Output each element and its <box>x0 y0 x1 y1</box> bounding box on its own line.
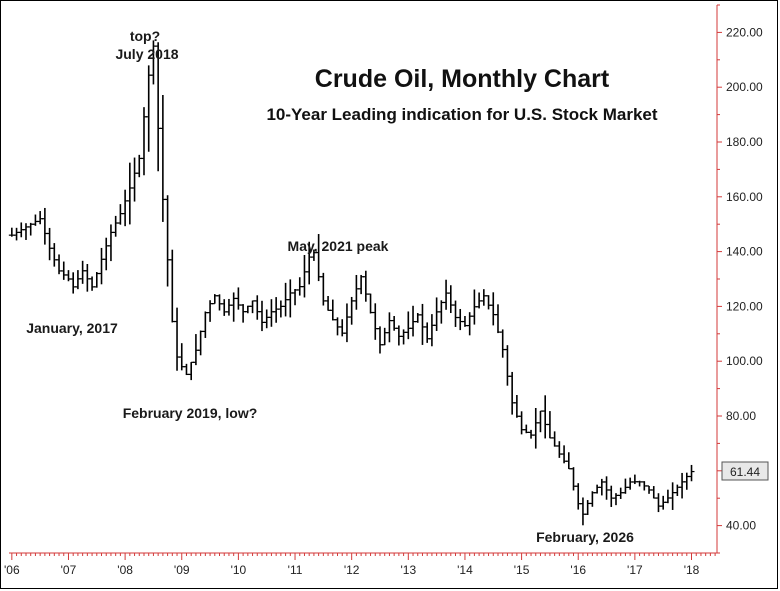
x-tick-label: '11 <box>288 563 303 577</box>
x-tick-label: '06 <box>4 563 20 577</box>
y-tick-label: 160.00 <box>726 190 763 204</box>
x-tick-label: '07 <box>61 563 77 577</box>
x-axis: '06 '07 '08 '09 '10 '11 '12 '13 '14 '15 '16 '17 '18 <box>4 552 717 577</box>
x-tick-label: '10 <box>231 563 247 577</box>
annotation-july-2018: July 2018 <box>115 46 178 62</box>
last-price-label: 61.44 <box>730 465 760 479</box>
chart-title: Crude Oil, Monthly Chart <box>315 65 610 93</box>
annotation-february-2026: February, 2026 <box>536 529 634 545</box>
last-price-box <box>721 461 769 481</box>
x-tick-label: '13 <box>400 563 416 577</box>
x-tick-label: '15 <box>514 563 530 577</box>
y-tick-label: 80.00 <box>726 409 756 423</box>
y-tick-label: 220.00 <box>726 25 763 39</box>
ohlc-bars <box>8 40 695 526</box>
annotation-february-2019-low: February 2019, low? <box>123 405 258 421</box>
annotation-top: top? <box>130 28 160 44</box>
x-tick-label: '16 <box>570 563 586 577</box>
chart-subtitle: 10-Year Leading indication for U.S. Stoc… <box>266 105 657 124</box>
y-axis: 40.0060.0080.00100.00120.00140.00160.001… <box>716 4 763 554</box>
annotation-may-2021-peak: May, 2021 peak <box>288 238 389 254</box>
y-tick-label: 140.00 <box>726 245 763 259</box>
x-tick-label: '14 <box>457 563 473 577</box>
x-tick-label: '17 <box>627 563 643 577</box>
x-tick-label: '09 <box>174 563 190 577</box>
x-tick-label: '18 <box>684 563 700 577</box>
annotation-january-2017: January, 2017 <box>26 320 118 336</box>
x-tick-label: '08 <box>117 563 133 577</box>
y-tick-label: 100.00 <box>726 354 763 368</box>
y-tick-label: 180.00 <box>726 135 763 149</box>
y-tick-label: 200.00 <box>726 80 763 94</box>
x-tick-label: '12 <box>344 563 360 577</box>
y-tick-label: 40.00 <box>726 519 756 533</box>
y-tick-label: 120.00 <box>726 299 763 313</box>
